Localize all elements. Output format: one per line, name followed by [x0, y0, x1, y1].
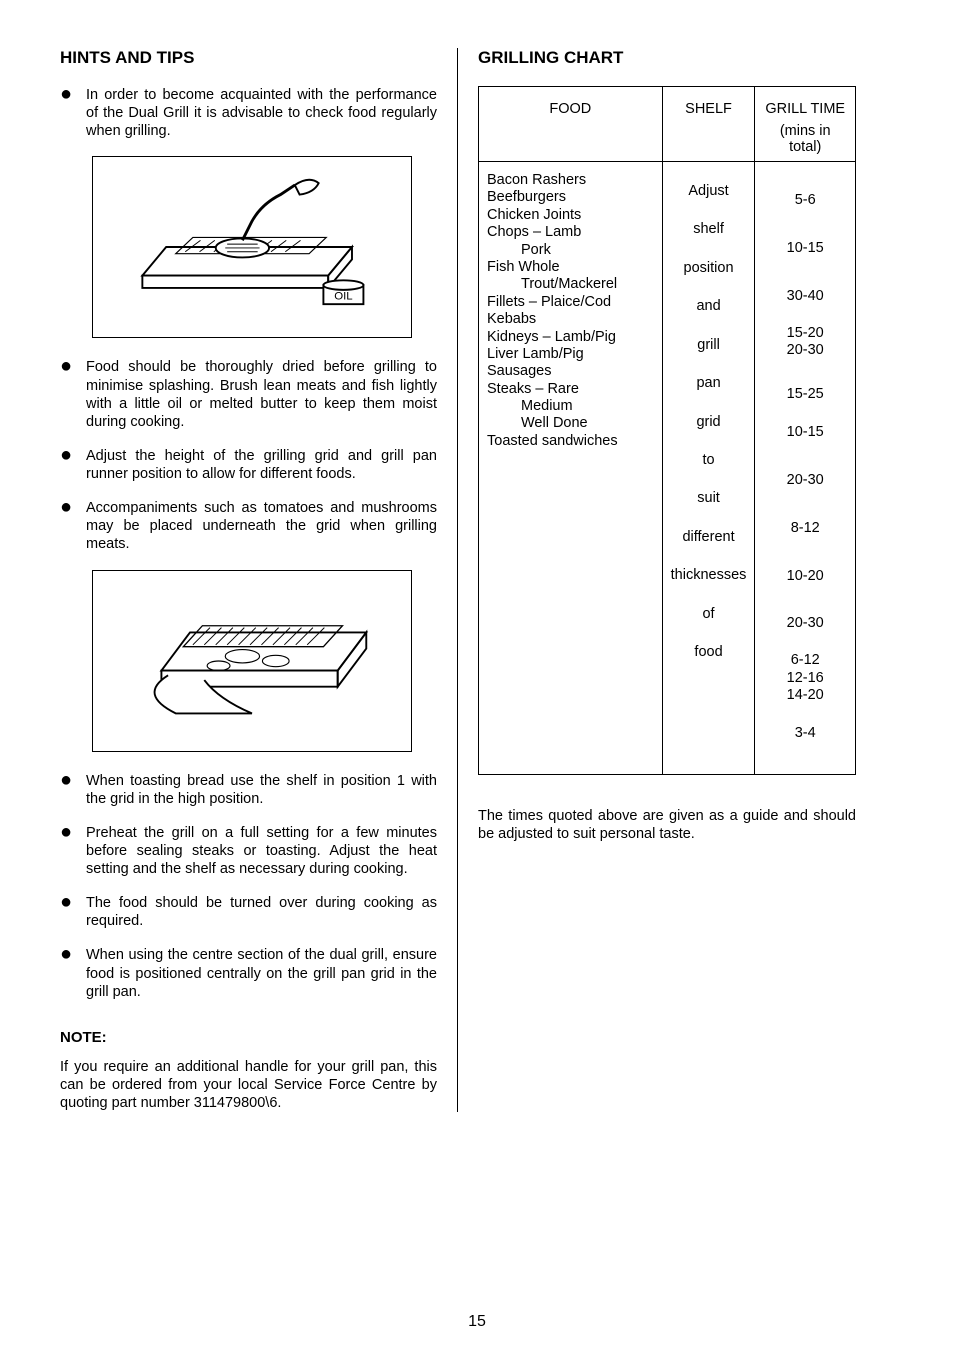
time-column: 5-610-1530-4015-2020-30 15-2510-1520-308…: [755, 162, 856, 775]
right-column: GRILLING CHART FOOD SHELF GRILL TIME (mi…: [458, 48, 856, 1112]
tip-item: ●The food should be turned over during c…: [60, 894, 437, 930]
tip-text: Accompaniments such as tomatoes and mush…: [86, 499, 437, 553]
table-subheader-row: (mins in total): [479, 123, 856, 162]
table-body-row: Bacon RashersBeefburgersChicken JointsCh…: [479, 162, 856, 775]
bullet-icon: ●: [60, 824, 86, 878]
bullet-icon: ●: [60, 358, 86, 431]
tip-item: ●When toasting bread use the shelf in po…: [60, 772, 437, 808]
header-time: GRILL TIME: [755, 87, 856, 124]
page-number: 15: [0, 1313, 954, 1331]
tip-text: Preheat the grill on a full setting for …: [86, 824, 437, 878]
tip-text: In order to become acquainted with the p…: [86, 86, 437, 140]
grilling-chart-table: FOOD SHELF GRILL TIME (mins in total) Ba…: [478, 86, 856, 775]
bullet-icon: ●: [60, 86, 86, 140]
tip-item: ●Adjust the height of the grilling grid …: [60, 447, 437, 483]
tip-text: When toasting bread use the shelf in pos…: [86, 772, 437, 808]
bullet-icon: ●: [60, 447, 86, 483]
chart-heading: GRILLING CHART: [478, 48, 856, 68]
tip-text: Adjust the height of the grilling grid a…: [86, 447, 437, 483]
header-time-sub: (mins in total): [755, 123, 856, 162]
bullet-icon: ●: [60, 772, 86, 808]
bullet-icon: ●: [60, 946, 86, 1000]
bullet-icon: ●: [60, 894, 86, 930]
food-column: Bacon RashersBeefburgersChicken JointsCh…: [479, 162, 663, 775]
tip-text: Food should be thoroughly dried before g…: [86, 358, 437, 431]
illustration-brush: OIL: [92, 156, 412, 338]
note-heading: NOTE:: [60, 1029, 437, 1046]
tips-list-bottom: ●When toasting bread use the shelf in po…: [60, 772, 437, 1001]
brush-oil-icon: OIL: [109, 166, 395, 328]
hints-heading: HINTS AND TIPS: [60, 48, 437, 68]
chart-footnote: The times quoted above are given as a gu…: [478, 807, 856, 843]
tip-item: ●Food should be thoroughly dried before …: [60, 358, 437, 431]
tip-item: ● In order to become acquainted with the…: [60, 86, 437, 140]
table-header-row: FOOD SHELF GRILL TIME: [479, 87, 856, 124]
shelf-column: Adjustshelfpositionandgrillpangridtosuit…: [662, 162, 755, 775]
header-food: FOOD: [479, 87, 663, 124]
tip-item: ●Accompaniments such as tomatoes and mus…: [60, 499, 437, 553]
tip-item: ●When using the centre section of the du…: [60, 946, 437, 1000]
tip-item: ●Preheat the grill on a full setting for…: [60, 824, 437, 878]
note-text: If you require an additional handle for …: [60, 1058, 437, 1112]
tips-list-mid: ●Food should be thoroughly dried before …: [60, 358, 437, 553]
tips-list-top: ● In order to become acquainted with the…: [60, 86, 437, 140]
bullet-icon: ●: [60, 499, 86, 553]
grill-pan-icon: [109, 580, 395, 742]
tip-text: When using the centre section of the dua…: [86, 946, 437, 1000]
svg-text:OIL: OIL: [334, 291, 352, 303]
tip-text: The food should be turned over during co…: [86, 894, 437, 930]
header-shelf: SHELF: [662, 87, 755, 124]
illustration-grill-pan: [92, 570, 412, 752]
left-column: HINTS AND TIPS ● In order to become acqu…: [60, 48, 458, 1112]
